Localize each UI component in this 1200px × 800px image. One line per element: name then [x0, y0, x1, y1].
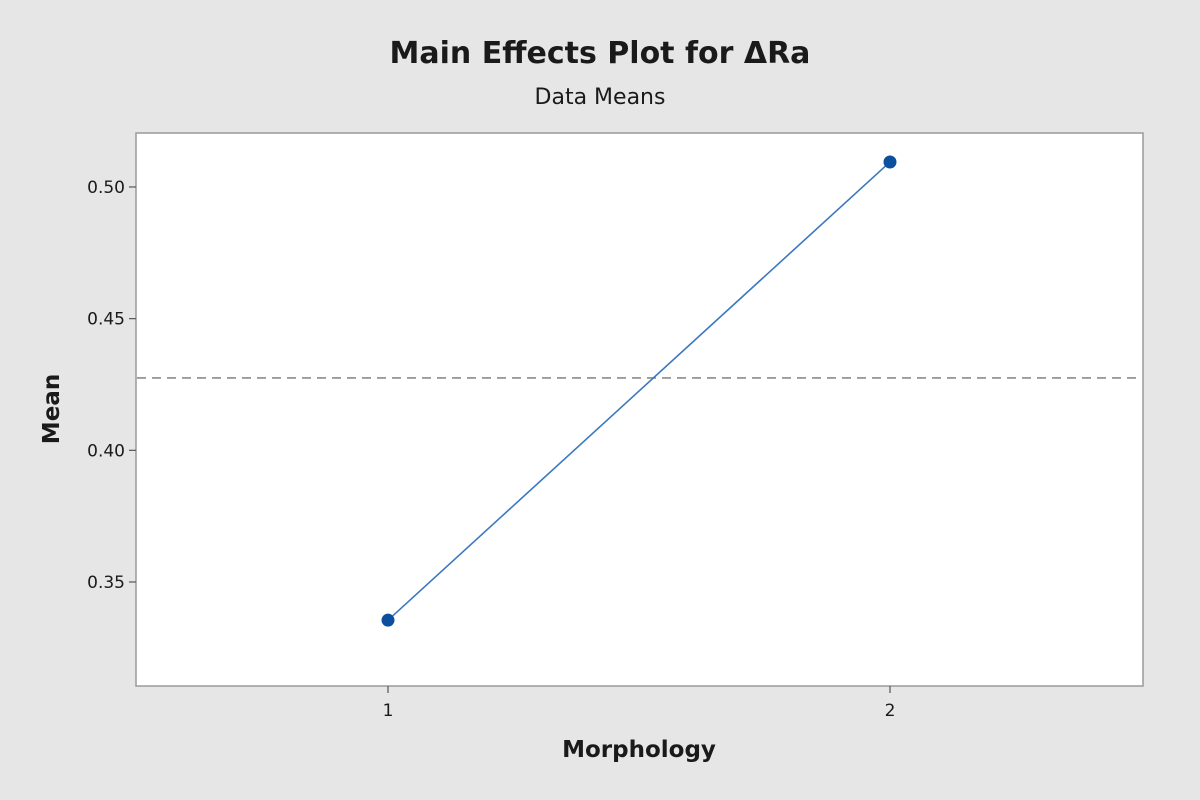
chart-subtitle: Data Means [535, 85, 666, 110]
y-tick-label-0: 0.35 [87, 573, 125, 593]
chart-title: Main Effects Plot for ΔRa [390, 36, 811, 71]
y-tick-label-1: 0.40 [87, 441, 125, 461]
plot-area [135, 132, 1144, 687]
y-tick-label-3: 0.50 [87, 178, 125, 198]
data-point-0 [381, 613, 395, 627]
x-tick-label-0: 1 [383, 701, 394, 721]
data-point-1 [883, 155, 897, 169]
y-axis: 0.35 0.40 0.45 0.50 [87, 178, 136, 593]
x-axis-title: Morphology [562, 737, 716, 763]
series-line [387, 161, 891, 621]
y-axis-title: Mean [39, 374, 65, 444]
x-tick-label-1: 2 [885, 701, 896, 721]
y-tick-label-2: 0.45 [87, 310, 125, 330]
data-points [381, 155, 897, 627]
